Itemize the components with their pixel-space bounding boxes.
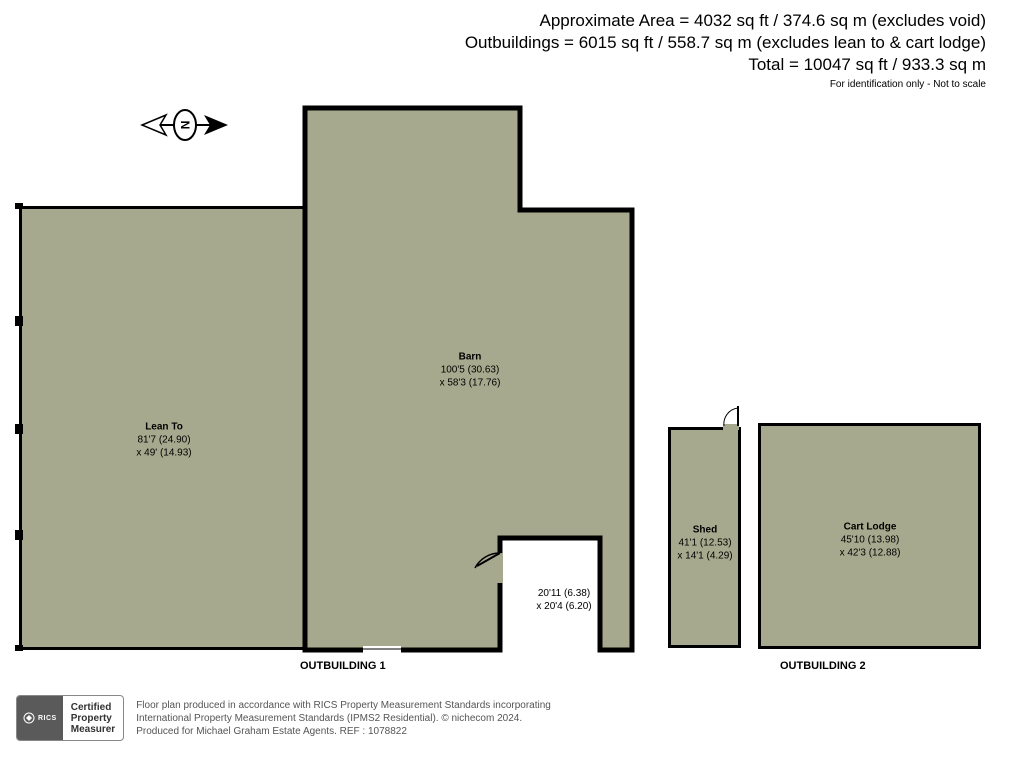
footer-line-3: Produced for Michael Graham Estate Agent… (136, 725, 551, 738)
wall-tick (15, 316, 23, 326)
room-name: Barn (410, 351, 530, 364)
header-line-1: Approximate Area = 4032 sq ft / 374.6 sq… (465, 10, 986, 32)
room-dim1: 20'11 (6.38) (504, 587, 624, 600)
room-dim2: x 49' (14.93) (104, 447, 224, 460)
wall-tick (15, 645, 23, 651)
room-dim2: x 58'3 (17.76) (410, 377, 530, 390)
room-dim1: 81'7 (24.90) (104, 434, 224, 447)
rics-logo-icon: RICS (17, 696, 63, 740)
footer: RICS Certified Property Measurer Floor p… (16, 695, 551, 741)
label-outbuilding-1: OUTBUILDING 1 (300, 660, 386, 672)
footer-line-1: Floor plan produced in accordance with R… (136, 699, 551, 712)
room-name: Cart Lodge (810, 521, 930, 534)
label-lean-to: Lean To 81'7 (24.90) x 49' (14.93) (104, 421, 224, 460)
room-dim2: x 14'1 (4.29) (645, 550, 765, 563)
header-line-3: Total = 10047 sq ft / 933.3 sq m (465, 54, 986, 76)
label-barn: Barn 100'5 (30.63) x 58'3 (17.76) (410, 351, 530, 390)
rics-badge: RICS Certified Property Measurer (16, 695, 124, 741)
svg-text:N: N (178, 121, 192, 130)
label-barn-inner: 20'11 (6.38) x 20'4 (6.20) (504, 587, 624, 613)
room-dim2: x 20'4 (6.20) (504, 600, 624, 613)
footer-text: Floor plan produced in accordance with R… (136, 699, 551, 738)
header-line-2: Outbuildings = 6015 sq ft / 558.7 sq m (… (465, 32, 986, 54)
header-area-block: Approximate Area = 4032 sq ft / 374.6 sq… (465, 10, 986, 91)
room-dim1: 45'10 (13.98) (810, 534, 930, 547)
room-name: Lean To (104, 421, 224, 434)
wall-tick (15, 530, 23, 540)
label-cart-lodge: Cart Lodge 45'10 (13.98) x 42'3 (12.88) (810, 521, 930, 560)
room-name: Shed (645, 524, 765, 537)
wall-tick (15, 424, 23, 434)
label-outbuilding-2: OUTBUILDING 2 (780, 660, 866, 672)
room-dim1: 41'1 (12.53) (645, 537, 765, 550)
header-note: For identification only - Not to scale (465, 78, 986, 91)
rics-badge-text: Certified Property Measurer (63, 698, 123, 739)
compass-icon: N (140, 90, 230, 165)
room-dim2: x 42'3 (12.88) (810, 547, 930, 560)
wall-tick (15, 203, 23, 209)
footer-line-2: International Property Measurement Stand… (136, 712, 551, 725)
label-shed: Shed 41'1 (12.53) x 14'1 (4.29) (645, 524, 765, 563)
room-dim1: 100'5 (30.63) (410, 364, 530, 377)
door-arc-icon (718, 404, 748, 432)
